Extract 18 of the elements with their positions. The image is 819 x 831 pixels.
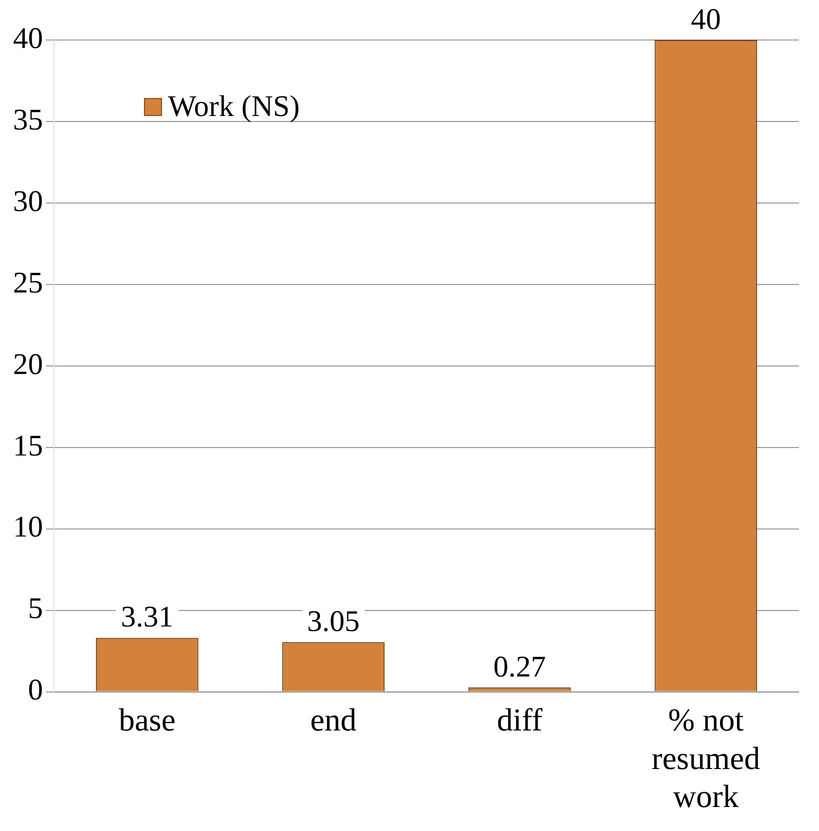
y-tick-label: 35 <box>13 103 43 136</box>
x-tick-label: base <box>118 701 176 738</box>
y-tick-label: 25 <box>13 266 43 300</box>
y-tick-label: 15 <box>13 429 43 462</box>
y-tick-label: 20 <box>13 348 43 381</box>
y-tick-label: 5 <box>28 592 43 626</box>
legend-label: Work (NS) <box>168 90 300 124</box>
data-label: 3.31 <box>120 600 174 634</box>
x-tick-label: % not resumed work <box>652 701 760 814</box>
y-tick-label: 30 <box>13 184 43 218</box>
x-tick-label: end <box>310 701 356 738</box>
data-label: 3.05 <box>307 604 360 638</box>
y-tick-label: 40 <box>13 22 43 55</box>
data-label: 40 <box>690 2 721 36</box>
y-tick-label: 10 <box>13 510 43 544</box>
y-tick-label: 0 <box>28 674 43 707</box>
data-label: 0.27 <box>493 650 546 684</box>
x-tick-label: diff <box>496 701 543 738</box>
